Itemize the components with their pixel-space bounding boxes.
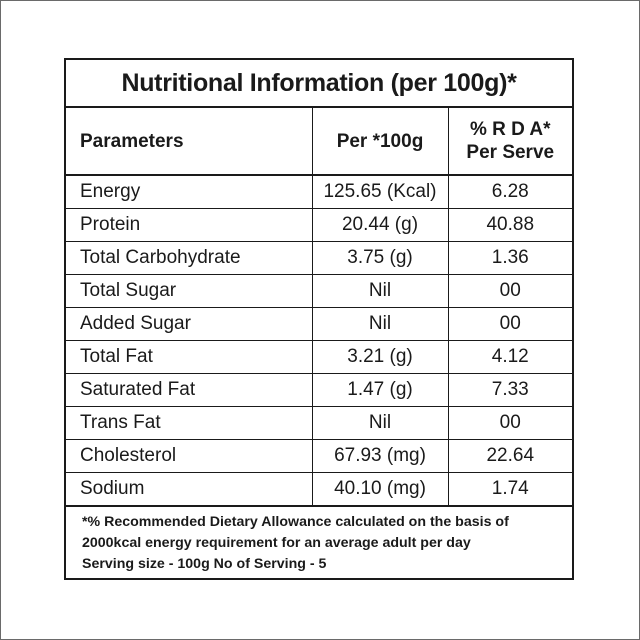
- row-parameter: Trans Fat: [66, 406, 313, 440]
- row-parameter: Total Carbohydrate: [66, 241, 313, 275]
- row-per-100g: 20.44 (g): [311, 208, 449, 242]
- row-parameter: Sodium: [66, 472, 313, 507]
- table-row: Total Fat 3.21 (g) 4.12: [66, 340, 572, 374]
- row-rda: 22.64: [447, 439, 572, 473]
- table-row: Added Sugar Nil 00: [66, 307, 572, 341]
- row-per-100g: 40.10 (mg): [311, 472, 449, 507]
- row-per-100g: 125.65 (Kcal): [311, 174, 449, 209]
- row-per-100g: 1.47 (g): [311, 373, 449, 407]
- row-per-100g: 3.21 (g): [311, 340, 449, 374]
- row-rda: 40.88: [447, 208, 572, 242]
- row-parameter: Protein: [66, 208, 313, 242]
- row-rda: 1.74: [447, 472, 572, 507]
- table-row: Total Sugar Nil 00: [66, 274, 572, 308]
- table-row: Energy 125.65 (Kcal) 6.28: [66, 174, 572, 209]
- row-parameter: Total Fat: [66, 340, 313, 374]
- row-per-100g: Nil: [311, 274, 449, 308]
- nutrition-panel: Nutritional Information (per 100g)* Para…: [64, 58, 574, 580]
- nutrition-table: Parameters Per *100g % R D A* Per Serve …: [66, 108, 572, 507]
- row-parameter: Saturated Fat: [66, 373, 313, 407]
- row-per-100g: 67.93 (mg): [311, 439, 449, 473]
- row-rda: 00: [447, 406, 572, 440]
- row-rda: 00: [447, 274, 572, 308]
- row-parameter: Total Sugar: [66, 274, 313, 308]
- header-rda-line2: Per Serve: [466, 142, 555, 163]
- row-parameter: Added Sugar: [66, 307, 313, 341]
- row-rda: 7.33: [447, 373, 572, 407]
- row-per-100g: Nil: [311, 406, 449, 440]
- table-row: Total Carbohydrate 3.75 (g) 1.36: [66, 241, 572, 275]
- row-parameter: Energy: [66, 174, 313, 209]
- header-per-100g: Per *100g: [311, 108, 449, 176]
- footnote: *% Recommended Dietary Allowance calcula…: [66, 507, 572, 575]
- table-row: Protein 20.44 (g) 40.88: [66, 208, 572, 242]
- footnote-line: 2000kcal energy requirement for an avera…: [82, 535, 471, 551]
- table-row: Saturated Fat 1.47 (g) 7.33: [66, 373, 572, 407]
- row-rda: 4.12: [447, 340, 572, 374]
- header-rda: % R D A* Per Serve: [447, 108, 572, 176]
- header-parameters: Parameters: [66, 108, 313, 176]
- table-row: Sodium 40.10 (mg) 1.74: [66, 472, 572, 507]
- table-row: Trans Fat Nil 00: [66, 406, 572, 440]
- footnote-line: *% Recommended Dietary Allowance calcula…: [82, 514, 509, 530]
- row-rda: 6.28: [447, 174, 572, 209]
- table-row: Cholesterol 67.93 (mg) 22.64: [66, 439, 572, 473]
- panel-title: Nutritional Information (per 100g)*: [66, 60, 572, 108]
- header-rda-line1: % R D A*: [469, 119, 551, 140]
- row-parameter: Cholesterol: [66, 439, 313, 473]
- row-rda: 00: [447, 307, 572, 341]
- table-header-row: Parameters Per *100g % R D A* Per Serve: [66, 108, 572, 176]
- row-rda: 1.36: [447, 241, 572, 275]
- footnote-line: Serving size - 100g No of Serving - 5: [82, 556, 327, 572]
- row-per-100g: Nil: [311, 307, 449, 341]
- row-per-100g: 3.75 (g): [311, 241, 449, 275]
